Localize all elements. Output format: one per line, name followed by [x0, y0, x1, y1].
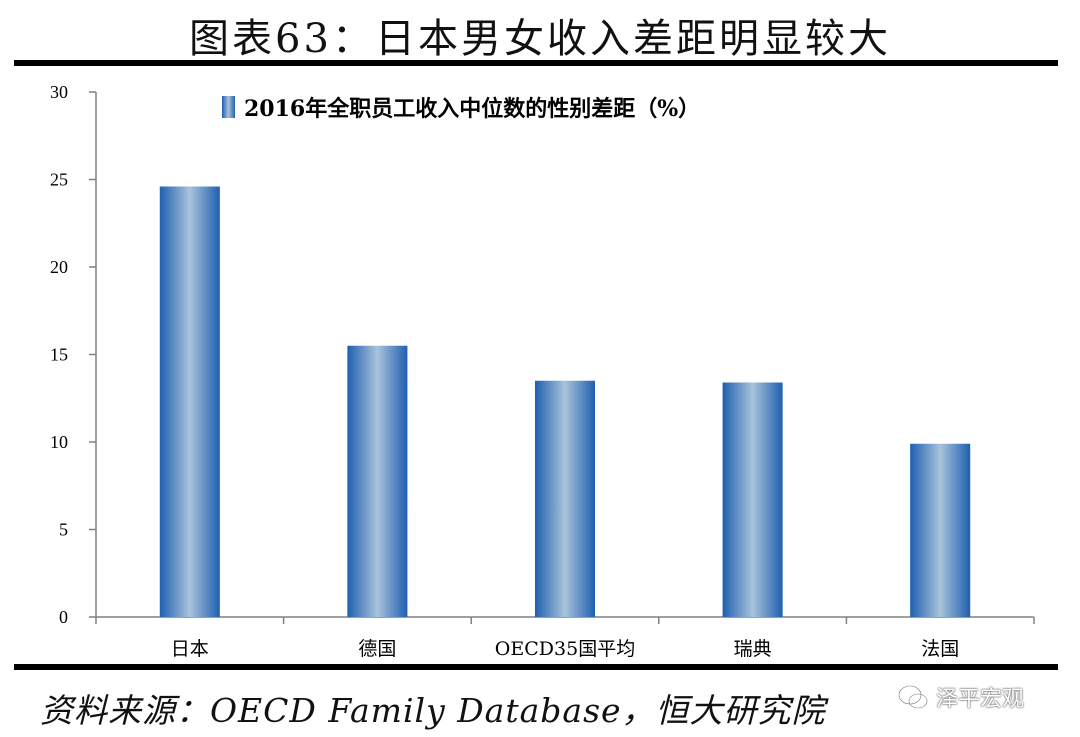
chart-legend: 2016年全职员工收入中位数的性别差距（%）: [222, 96, 700, 122]
x-category-label: OECD35国平均: [495, 638, 635, 660]
bar-0: [159, 186, 220, 617]
bottom-rule: [14, 664, 1058, 670]
chart-axes: 0 5 10 15 20 25 30 日本 德国 OECD35国平均 瑞典 法国: [50, 82, 1035, 660]
legend-swatch: [222, 96, 235, 118]
bar-2: [534, 380, 596, 617]
y-tick-label: 5: [59, 520, 68, 540]
chart-bars: [159, 186, 971, 617]
legend-label: 2016年全职员工收入中位数的性别差距（%）: [244, 96, 700, 122]
y-tick-label: 20: [50, 257, 68, 277]
wechat-icon: [897, 684, 929, 710]
bar-3: [722, 382, 783, 617]
y-tick-label: 30: [50, 82, 68, 102]
bar-4: [910, 443, 971, 617]
x-category-label: 瑞典: [734, 638, 772, 660]
top-rule: [14, 60, 1058, 66]
y-tick-label: 25: [50, 170, 68, 190]
x-category-label: 德国: [358, 638, 396, 660]
y-tick-label: 15: [50, 345, 68, 365]
y-tick-label: 10: [50, 432, 68, 452]
watermark-text: 泽平宏观: [936, 687, 1025, 712]
x-category-label: 日本: [171, 638, 209, 660]
y-tick-label: 0: [59, 607, 68, 627]
page-title: 图表63：日本男女收入差距明显较大: [189, 16, 891, 62]
watermark: 泽平宏观: [896, 680, 1024, 714]
source-note: 资料来源：OECD Family Database，恒大研究院: [40, 691, 826, 730]
bar-1: [347, 345, 408, 617]
x-category-label: 法国: [921, 638, 959, 660]
